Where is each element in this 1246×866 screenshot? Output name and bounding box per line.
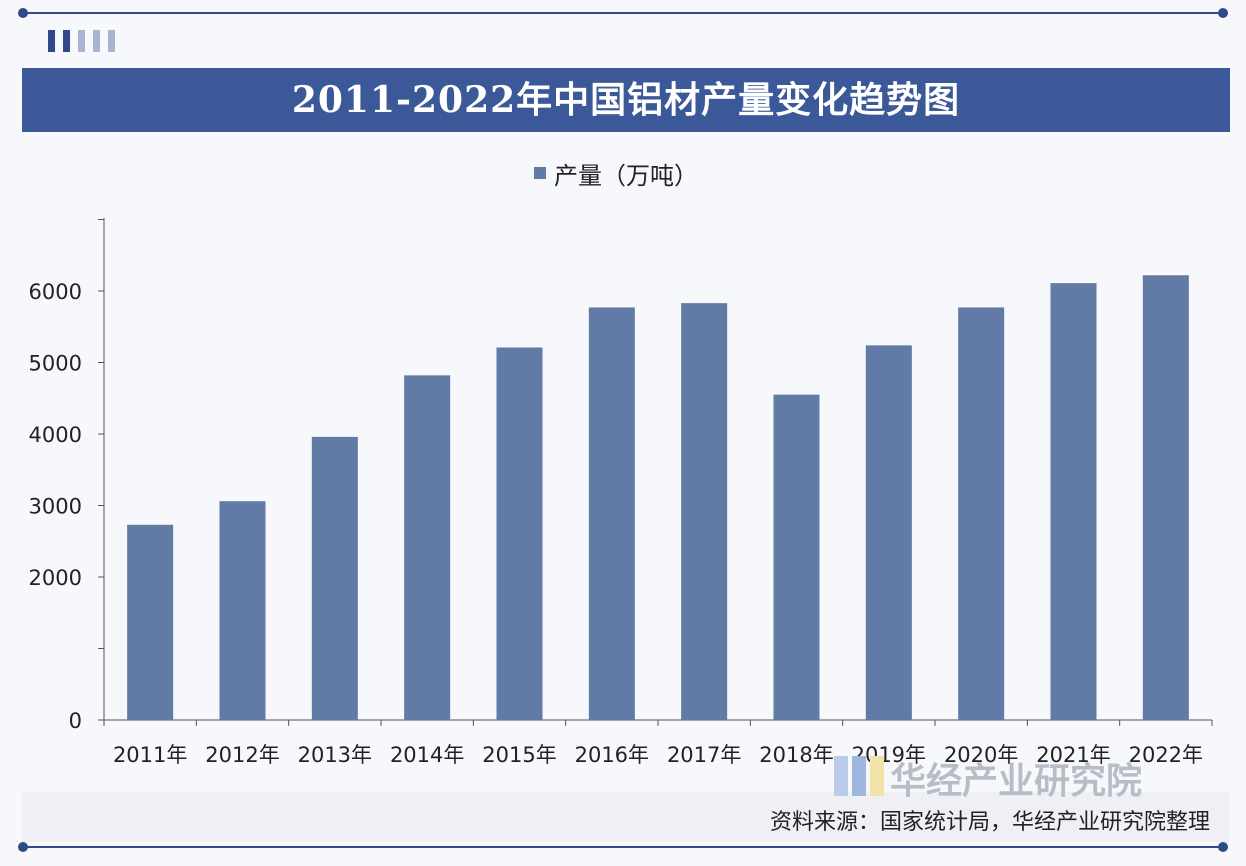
y-tick-label: 4000 xyxy=(29,423,82,447)
bar-2017年 xyxy=(681,303,728,720)
y-tick-label: 3000 xyxy=(29,495,82,519)
y-tick-label: 0 xyxy=(69,709,82,733)
bottom-right-dot xyxy=(1218,842,1228,852)
x-tick-label: 2013年 xyxy=(298,743,372,767)
legend-swatch xyxy=(534,167,546,179)
x-tick-label: 2022年 xyxy=(1129,743,1203,767)
x-tick-label: 2020年 xyxy=(944,743,1018,767)
x-tick-label: 2015年 xyxy=(482,743,556,767)
top-left-dot xyxy=(18,8,28,18)
bar-2012年 xyxy=(219,501,266,720)
bar-2020年 xyxy=(958,307,1005,720)
bar-2022年 xyxy=(1142,275,1189,720)
bar-2015年 xyxy=(496,347,543,720)
x-tick-label: 2018年 xyxy=(759,743,833,767)
top-rule xyxy=(22,12,1226,14)
footer-band xyxy=(22,792,1230,842)
watermark-logo-block xyxy=(870,756,884,796)
bottom-rule xyxy=(22,846,1226,848)
x-tick-label: 2021年 xyxy=(1036,743,1110,767)
bar-2021年 xyxy=(1050,283,1097,720)
source-note: 资料来源：国家统计局，华经产业研究院整理 xyxy=(769,810,1210,835)
x-tick-label: 2014年 xyxy=(390,743,464,767)
bar-2011年 xyxy=(127,524,174,720)
legend-label: 产量（万吨） xyxy=(554,161,698,190)
title-bar: 2011-2022年中国铝材产量变化趋势图 xyxy=(22,68,1230,132)
x-tick-label: 2012年 xyxy=(205,743,279,767)
bar-2014年 xyxy=(404,375,451,720)
bar-2013年 xyxy=(311,436,358,720)
bar-2016年 xyxy=(588,307,635,720)
y-tick-label: 2000 xyxy=(29,566,82,590)
top-right-dot xyxy=(1218,8,1228,18)
watermark-logo-block xyxy=(852,756,866,796)
y-tick-label: 5000 xyxy=(29,352,82,376)
chart-legend: 产量（万吨） xyxy=(534,158,698,190)
y-tick-label: 6000 xyxy=(29,280,82,304)
x-tick-label: 2017年 xyxy=(667,743,741,767)
watermark-brand: 华经产业研究院 xyxy=(890,761,1143,802)
bar-2019年 xyxy=(865,345,912,720)
watermark-logo-block xyxy=(834,756,848,796)
bar-2018年 xyxy=(773,394,820,720)
x-tick-label: 2011年 xyxy=(113,743,187,767)
chart-title: 2011-2022年中国铝材产量变化趋势图 xyxy=(291,79,961,121)
logo-mark-icon xyxy=(48,30,115,52)
bottom-left-dot xyxy=(18,842,28,852)
x-tick-label: 2016年 xyxy=(575,743,649,767)
